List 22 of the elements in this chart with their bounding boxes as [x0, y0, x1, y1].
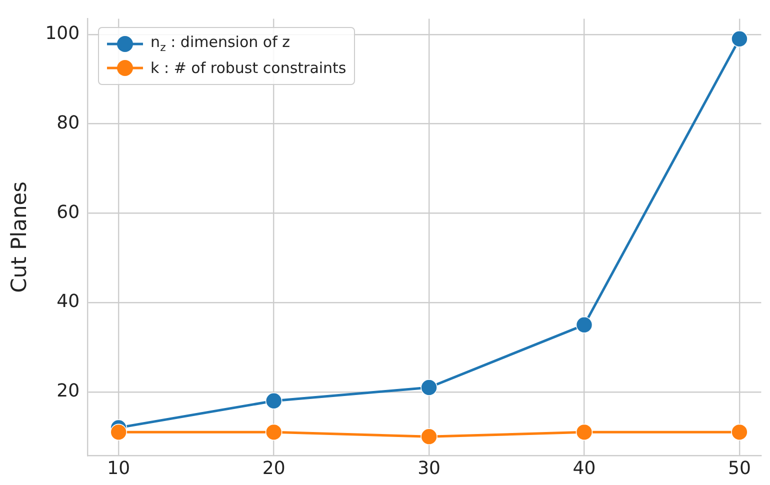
x-tick-label: 30: [418, 458, 440, 479]
y-tick-label: 60: [56, 202, 80, 223]
point: [731, 424, 748, 441]
legend-label: k : # of robust constraints: [150, 58, 346, 77]
x-tick-label: 10: [107, 458, 130, 479]
y-tick-label: 100: [45, 23, 80, 44]
point: [110, 424, 127, 441]
point: [420, 379, 438, 396]
y-tick-label: 80: [56, 112, 80, 134]
point: [265, 392, 282, 410]
point: [576, 316, 593, 334]
legend-label: n$_{z}$ : dimension of z: [150, 33, 290, 54]
y-tick-label: 40: [56, 291, 80, 312]
point: [576, 424, 593, 441]
y-tick-label: 20: [56, 380, 80, 402]
point: [420, 428, 438, 446]
x-tick-label: 50: [728, 458, 751, 479]
x-tick-label: 40: [572, 458, 596, 479]
x-tick-label: 20: [262, 458, 286, 479]
point: [731, 30, 748, 48]
y-axis-title: Cut Planes: [7, 181, 32, 293]
point: [265, 424, 282, 441]
